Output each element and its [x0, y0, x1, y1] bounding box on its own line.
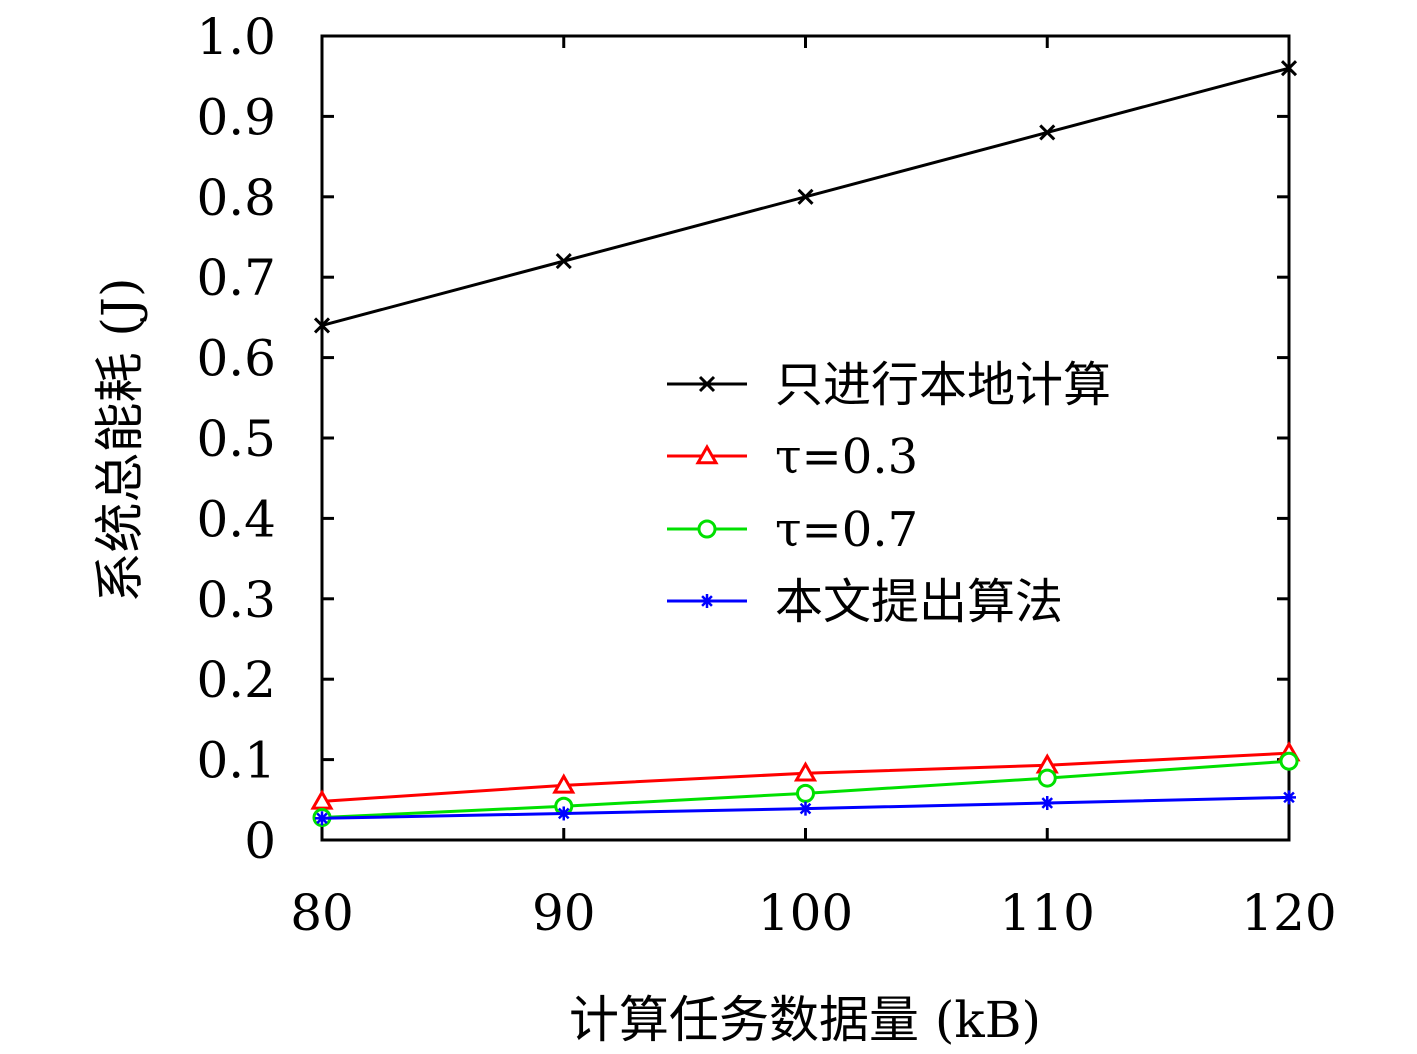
data-point — [1280, 60, 1298, 77]
legend: 只进行本地计算 τ=0.3 τ=0.7 本文提出算法 — [667, 357, 1111, 630]
y-tick-label: 0.4 — [196, 490, 276, 548]
y-tick-label: 0.1 — [196, 732, 276, 790]
legend-marker — [698, 375, 716, 393]
legend-label: τ=0.3 — [775, 429, 918, 485]
data-point — [1279, 751, 1299, 771]
x-tick-label: 80 — [290, 884, 354, 942]
y-tick-label: 0.3 — [196, 571, 276, 629]
data-point — [1039, 124, 1056, 141]
data-point — [793, 761, 818, 782]
x-tick-label: 90 — [532, 884, 596, 942]
data-point — [555, 253, 572, 270]
series-layer — [310, 60, 1301, 827]
y-tick-label: 0.5 — [196, 410, 276, 468]
legend-label: τ=0.7 — [775, 502, 918, 558]
legend-label: 本文提出算法 — [775, 574, 1063, 630]
x-tick-label: 110 — [1000, 884, 1095, 942]
data-point — [315, 811, 329, 826]
legend-entry: 本文提出算法 — [667, 574, 1063, 630]
y-tick-label: 0.8 — [196, 169, 276, 227]
y-tick-label: 0.2 — [196, 651, 276, 709]
data-point — [1037, 768, 1057, 788]
legend-entry: 只进行本地计算 — [667, 357, 1111, 413]
data-point — [556, 806, 571, 821]
data-point — [313, 317, 331, 334]
data-point — [796, 783, 815, 803]
legend-entry: τ=0.3 — [667, 429, 918, 485]
x-tick-label: 120 — [1241, 884, 1336, 942]
y-tick-label: 0 — [244, 812, 276, 870]
y-tick-label: 0.6 — [196, 330, 276, 388]
series-0 — [313, 60, 1298, 334]
y-tick-label: 0.9 — [196, 88, 276, 146]
legend-marker — [700, 594, 714, 608]
y-tick-label: 1.0 — [196, 8, 276, 66]
x-axis-title: 计算任务数据量 (kB) — [569, 991, 1041, 1049]
x-tick-label: 100 — [758, 884, 853, 942]
legend-label: 只进行本地计算 — [775, 357, 1111, 413]
data-point — [1040, 796, 1055, 811]
legend-marker — [697, 519, 717, 539]
legend-entry: τ=0.7 — [667, 502, 918, 558]
data-point — [1282, 790, 1296, 805]
y-axis-title: 系统总能耗 (J) — [91, 278, 149, 603]
y-tick-label: 0.7 — [196, 249, 276, 307]
data-point — [798, 801, 813, 816]
data-point — [797, 188, 814, 205]
series-3 — [315, 790, 1296, 826]
legend-marker — [695, 443, 719, 465]
data-point — [552, 773, 576, 794]
plot-axes: 0 0.1 0.2 0.3 0.4 0.5 0.6 0.7 0.8 0.9 1.0 80 90 100 11… — [196, 8, 1336, 942]
